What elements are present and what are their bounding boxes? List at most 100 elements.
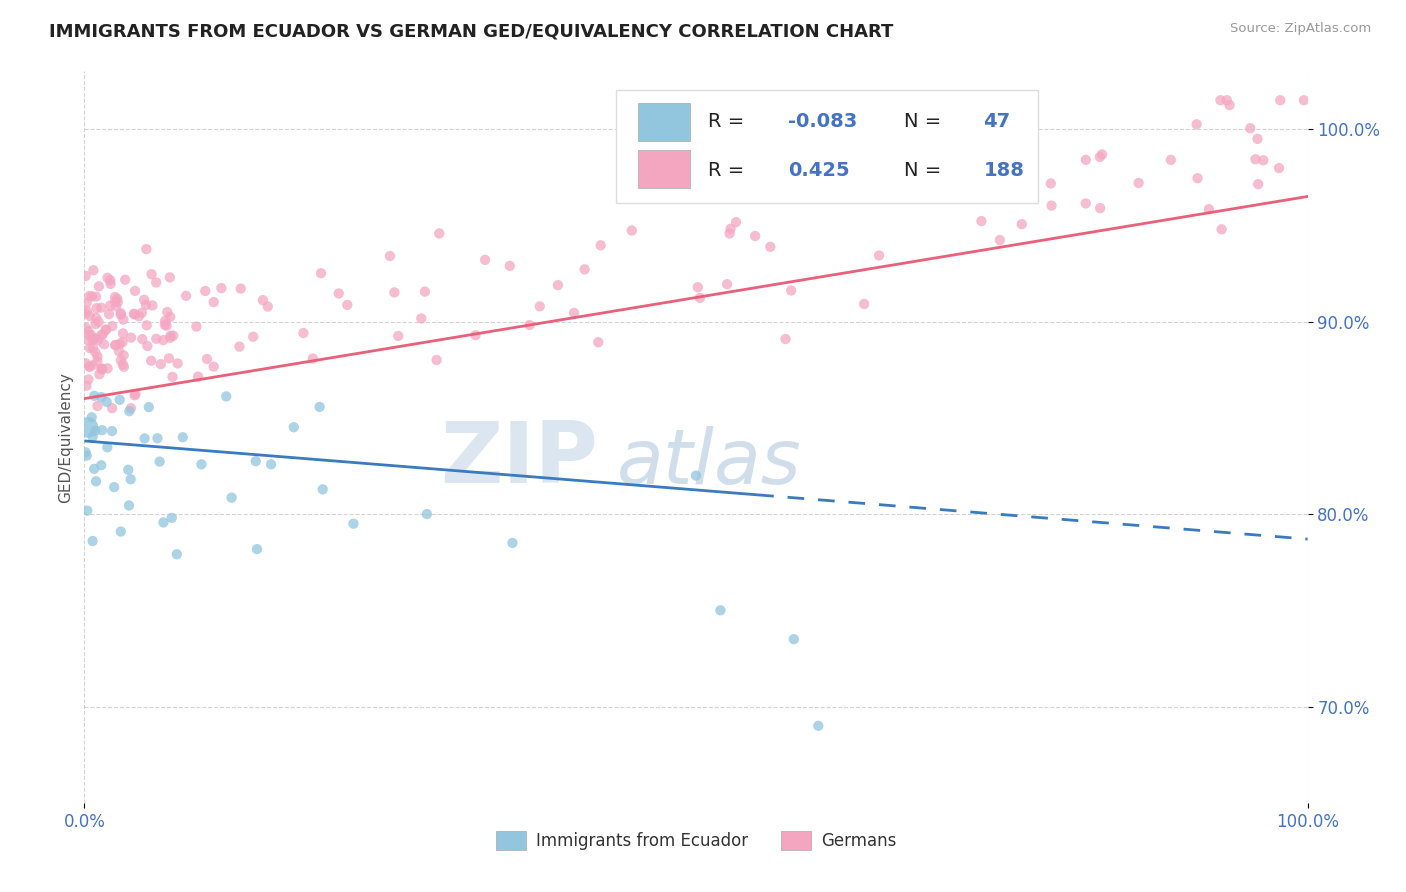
Point: [1088, 150, 1111, 164]
Point: [75, 321, 97, 335]
Text: N =: N =: [904, 112, 948, 131]
Point: [82, 430, 104, 444]
Point: [1039, 177, 1062, 191]
Point: [1244, 153, 1267, 167]
Point: [94, 323, 117, 337]
Point: [1074, 196, 1097, 211]
Point: [574, 262, 596, 277]
Point: [246, 542, 269, 557]
Point: [1216, 93, 1239, 107]
Point: [112, 312, 135, 326]
Point: [187, 369, 209, 384]
Text: 47: 47: [983, 112, 1011, 131]
Point: [76, 503, 98, 517]
Point: [156, 305, 179, 319]
Point: [90, 328, 112, 343]
Point: [83, 462, 105, 476]
Point: [108, 337, 131, 351]
Point: [1198, 202, 1220, 216]
Point: [145, 276, 167, 290]
Point: [84, 310, 107, 325]
Point: [124, 307, 146, 321]
Point: [166, 356, 188, 370]
Text: N =: N =: [904, 161, 948, 179]
Point: [159, 310, 181, 324]
Point: [79, 289, 101, 303]
Point: [83, 389, 105, 403]
Point: [77, 359, 100, 374]
Point: [209, 281, 232, 295]
Point: [120, 472, 142, 486]
Point: [111, 358, 134, 372]
Point: [141, 353, 163, 368]
Point: [759, 240, 782, 254]
Point: [86, 350, 108, 364]
Point: [77, 324, 100, 338]
Point: [98, 299, 121, 313]
Point: [104, 338, 127, 352]
Point: [112, 359, 135, 374]
Point: [75, 378, 97, 392]
Point: [76, 449, 98, 463]
Point: [87, 334, 110, 348]
Point: [104, 290, 127, 304]
Point: [1219, 98, 1241, 112]
Point: [118, 499, 141, 513]
Point: [110, 308, 132, 322]
Point: [93, 337, 115, 351]
Point: [936, 167, 959, 181]
Point: [118, 404, 141, 418]
Point: [1074, 153, 1097, 167]
Point: [709, 603, 731, 617]
Legend: Immigrants from Ecuador, Germans: Immigrants from Ecuador, Germans: [489, 824, 903, 856]
Point: [194, 284, 217, 298]
Point: [80, 410, 103, 425]
Point: [87, 279, 110, 293]
Point: [963, 181, 986, 195]
Point: [100, 277, 122, 291]
Point: [162, 369, 184, 384]
Point: [77, 372, 100, 386]
Point: [1187, 171, 1209, 186]
FancyBboxPatch shape: [616, 90, 1039, 203]
Point: [202, 359, 225, 374]
Point: [589, 238, 612, 252]
Point: [86, 399, 108, 413]
Point: [716, 277, 738, 292]
Point: [84, 290, 107, 304]
Point: [155, 318, 177, 333]
Point: [84, 424, 107, 438]
Point: [131, 332, 153, 346]
Point: [75, 356, 97, 370]
Point: [228, 340, 250, 354]
Point: [378, 249, 401, 263]
Point: [562, 306, 585, 320]
Point: [104, 294, 127, 309]
Point: [1209, 93, 1232, 107]
Point: [588, 335, 610, 350]
Point: [105, 292, 128, 306]
Point: [96, 270, 118, 285]
Point: [1160, 153, 1182, 167]
Point: [112, 348, 135, 362]
Point: [114, 273, 136, 287]
Point: [146, 431, 169, 445]
Point: [242, 329, 264, 343]
Point: [342, 516, 364, 531]
Point: [529, 299, 551, 313]
Point: [1185, 117, 1208, 131]
Point: [80, 328, 103, 343]
Point: [689, 291, 711, 305]
Point: [174, 289, 197, 303]
Point: [160, 511, 183, 525]
Point: [120, 401, 142, 416]
Point: [720, 221, 742, 235]
Bar: [638, 151, 690, 188]
Point: [101, 401, 124, 416]
Point: [82, 534, 104, 549]
Point: [229, 282, 252, 296]
Point: [84, 345, 107, 359]
Point: [1128, 176, 1150, 190]
Point: [1011, 217, 1033, 231]
Point: [685, 468, 707, 483]
